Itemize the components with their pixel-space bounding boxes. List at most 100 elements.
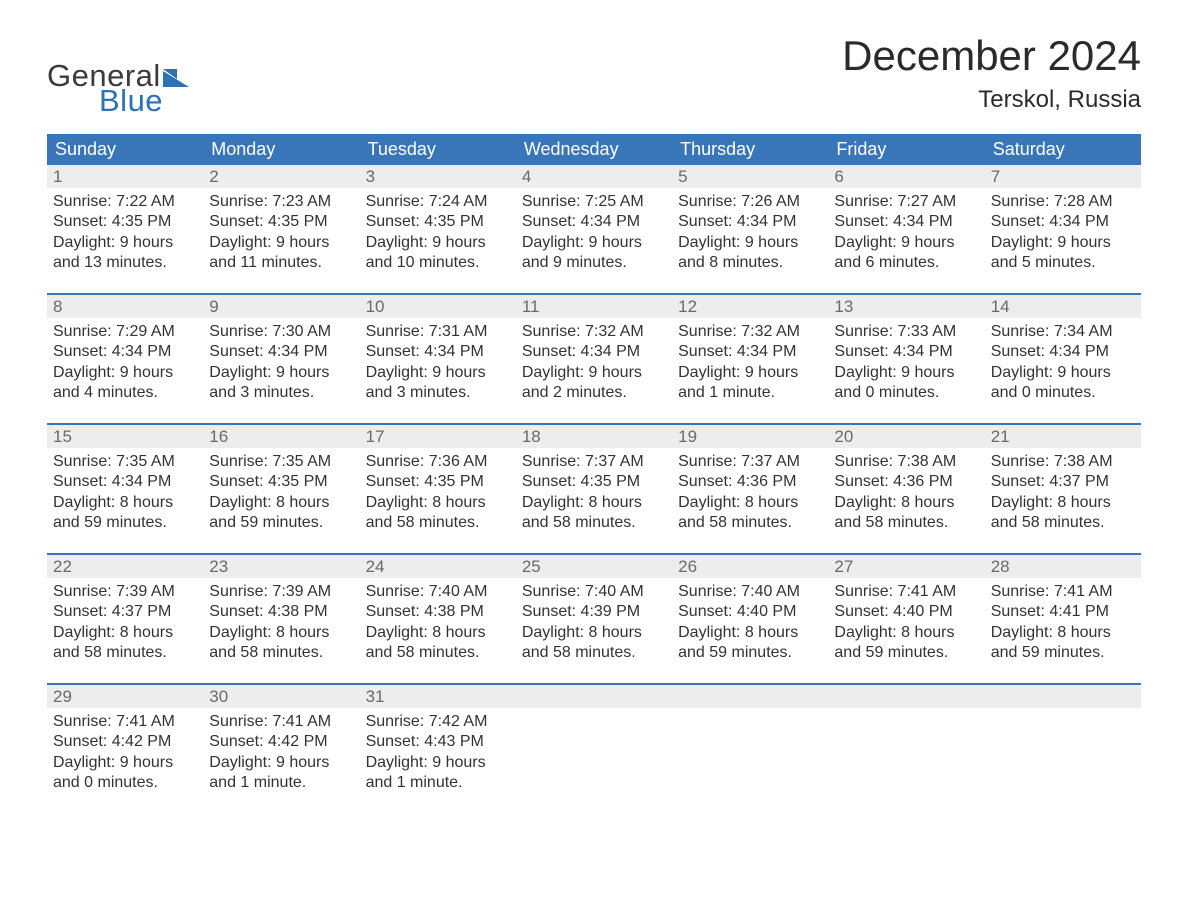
day-cell: . <box>828 685 984 813</box>
month-title: December 2024 <box>842 32 1141 80</box>
day-body: Sunrise: 7:34 AMSunset: 4:34 PMDaylight:… <box>985 318 1141 414</box>
sunset-line: Sunset: 4:40 PM <box>834 602 978 622</box>
day-body: Sunrise: 7:30 AMSunset: 4:34 PMDaylight:… <box>203 318 359 414</box>
day-body: Sunrise: 7:36 AMSunset: 4:35 PMDaylight:… <box>360 448 516 544</box>
daylight-line: Daylight: 9 hours and 0 minutes. <box>834 363 978 404</box>
sunrise-line: Sunrise: 7:30 AM <box>209 322 353 342</box>
day-number-row: 27 <box>828 555 984 578</box>
day-number: 20 <box>834 427 853 446</box>
daylight-line: Daylight: 8 hours and 59 minutes. <box>209 493 353 534</box>
daylight-line: Daylight: 9 hours and 5 minutes. <box>991 233 1135 274</box>
day-number-row: 5 <box>672 165 828 188</box>
day-number: 18 <box>522 427 541 446</box>
day-cell: . <box>672 685 828 813</box>
day-cell: 25 Sunrise: 7:40 AMSunset: 4:39 PMDayligh… <box>516 555 672 683</box>
day-header-cell: Tuesday <box>360 134 516 165</box>
day-number: 29 <box>53 687 72 706</box>
sunset-line: Sunset: 4:42 PM <box>209 732 353 752</box>
daylight-line: Daylight: 9 hours and 9 minutes. <box>522 233 666 274</box>
day-number: 30 <box>209 687 228 706</box>
day-header-cell: Saturday <box>985 134 1141 165</box>
daylight-line: Daylight: 8 hours and 58 minutes. <box>522 493 666 534</box>
day-number-row: 28 <box>985 555 1141 578</box>
sunset-line: Sunset: 4:35 PM <box>366 472 510 492</box>
sunrise-line: Sunrise: 7:41 AM <box>209 712 353 732</box>
day-number-row: 30 <box>203 685 359 708</box>
sunrise-line: Sunrise: 7:40 AM <box>678 582 822 602</box>
day-cell: 13Sunrise: 7:33 AMSunset: 4:34 PMDayligh… <box>828 295 984 423</box>
day-cell: 24Sunrise: 7:40 AMSunset: 4:38 PMDayligh… <box>360 555 516 683</box>
day-header-cell: Thursday <box>672 134 828 165</box>
day-number: 28 <box>991 557 1010 576</box>
day-header-cell: Monday <box>203 134 359 165</box>
day-header-cell: Sunday <box>47 134 203 165</box>
day-cell: 26Sunrise: 7:40 AMSunset: 4:40 PMDayligh… <box>672 555 828 683</box>
daylight-line: Daylight: 8 hours and 58 minutes. <box>522 623 666 664</box>
day-number-row: 20 <box>828 425 984 448</box>
daylight-line: Daylight: 8 hours and 58 minutes. <box>678 493 822 534</box>
sunset-line: Sunset: 4:38 PM <box>366 602 510 622</box>
day-cell: 22Sunrise: 7:39 AMSunset: 4:37 PMDayligh… <box>47 555 203 683</box>
day-number: 14 <box>991 297 1010 316</box>
day-number: 9 <box>209 297 218 316</box>
sunrise-line: Sunrise: 7:37 AM <box>678 452 822 472</box>
sunset-line: Sunset: 4:41 PM <box>991 602 1135 622</box>
day-number-row: 22 <box>47 555 203 578</box>
sunrise-line: Sunrise: 7:42 AM <box>366 712 510 732</box>
sunrise-line: Sunrise: 7:32 AM <box>522 322 666 342</box>
daylight-line: Daylight: 8 hours and 58 minutes. <box>209 623 353 664</box>
day-number-row: 12 <box>672 295 828 318</box>
day-body: Sunrise: 7:33 AMSunset: 4:34 PMDaylight:… <box>828 318 984 414</box>
sunset-line: Sunset: 4:34 PM <box>53 342 197 362</box>
sunrise-line: Sunrise: 7:24 AM <box>366 192 510 212</box>
day-body: Sunrise: 7:29 AMSunset: 4:34 PMDaylight:… <box>47 318 203 414</box>
day-number: 19 <box>678 427 697 446</box>
day-number: 6 <box>834 167 843 186</box>
sunrise-line: Sunrise: 7:37 AM <box>522 452 666 472</box>
day-number-row: 25 <box>516 555 672 578</box>
day-number: 3 <box>366 167 375 186</box>
day-cell: 28Sunrise: 7:41 AMSunset: 4:41 PMDayligh… <box>985 555 1141 683</box>
sunset-line: Sunset: 4:34 PM <box>678 342 822 362</box>
day-body: Sunrise: 7:35 AMSunset: 4:34 PMDaylight:… <box>47 448 203 544</box>
day-number-row: 31 <box>360 685 516 708</box>
daylight-line: Daylight: 9 hours and 1 minute. <box>678 363 822 404</box>
day-cell: 11Sunrise: 7:32 AMSunset: 4:34 PMDayligh… <box>516 295 672 423</box>
day-cell: 3Sunrise: 7:24 AMSunset: 4:35 PMDaylight… <box>360 165 516 293</box>
day-header-row: SundayMondayTuesdayWednesdayThursdayFrid… <box>47 134 1141 165</box>
week-row: 22Sunrise: 7:39 AMSunset: 4:37 PMDayligh… <box>47 553 1141 683</box>
daylight-line: Daylight: 8 hours and 58 minutes. <box>834 493 978 534</box>
weeks-container: 1Sunrise: 7:22 AMSunset: 4:35 PMDaylight… <box>47 165 1141 813</box>
day-cell: . <box>985 685 1141 813</box>
day-body: Sunrise: 7:41 AMSunset: 4:42 PMDaylight:… <box>47 708 203 804</box>
sunset-line: Sunset: 4:34 PM <box>209 342 353 362</box>
day-body: Sunrise: 7:26 AMSunset: 4:34 PMDaylight:… <box>672 188 828 284</box>
sunset-line: Sunset: 4:34 PM <box>366 342 510 362</box>
day-cell: 29 Sunrise: 7:41 AMSunset: 4:42 PMDayligh… <box>47 685 203 813</box>
day-number: 31 <box>366 687 385 706</box>
day-body: Sunrise: 7:37 AMSunset: 4:35 PMDaylight:… <box>516 448 672 544</box>
location-label: Terskol, Russia <box>842 86 1141 114</box>
day-number-row: 16 <box>203 425 359 448</box>
day-cell: 4Sunrise: 7:25 AMSunset: 4:34 PMDaylight… <box>516 165 672 293</box>
daylight-line: Daylight: 8 hours and 58 minutes. <box>366 493 510 534</box>
sunrise-line: Sunrise: 7:40 AM <box>522 582 666 602</box>
day-number: 26 <box>678 557 697 576</box>
sunset-line: Sunset: 4:34 PM <box>53 472 197 492</box>
day-cell: 15Sunrise: 7:35 AMSunset: 4:34 PMDayligh… <box>47 425 203 553</box>
sunrise-line: Sunrise: 7:35 AM <box>53 452 197 472</box>
day-body: Sunrise: 7:41 AMSunset: 4:42 PMDaylight:… <box>203 708 359 804</box>
week-row: 29 Sunrise: 7:41 AMSunset: 4:42 PMDayligh… <box>47 683 1141 813</box>
logo-text-blue: Blue <box>99 85 189 116</box>
sunrise-line: Sunrise: 7:29 AM <box>53 322 197 342</box>
sunset-line: Sunset: 4:34 PM <box>522 212 666 232</box>
day-number: 2 <box>209 167 218 186</box>
day-body: Sunrise: 7:32 AMSunset: 4:34 PMDaylight:… <box>672 318 828 414</box>
day-number-row: 6 <box>828 165 984 188</box>
day-cell: . <box>516 685 672 813</box>
day-number: 22 <box>53 557 72 576</box>
sunset-line: Sunset: 4:39 PM <box>522 602 666 622</box>
day-number-row: 26 <box>672 555 828 578</box>
day-body: Sunrise: 7:40 AMSunset: 4:38 PMDaylight:… <box>360 578 516 674</box>
day-cell: 17Sunrise: 7:36 AMSunset: 4:35 PMDayligh… <box>360 425 516 553</box>
